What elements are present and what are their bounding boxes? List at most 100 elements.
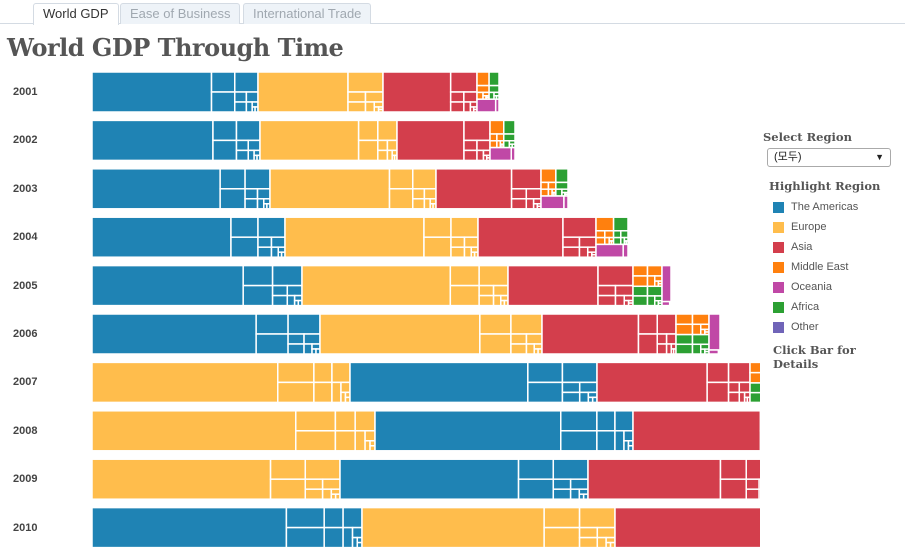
bar-segment-europe[interactable] <box>269 478 307 500</box>
bar-segment-europe[interactable] <box>412 188 426 200</box>
bar-segment-europe[interactable] <box>331 361 351 384</box>
bar-segment-middle-east[interactable] <box>675 323 694 336</box>
bar-segment-asia[interactable] <box>463 101 472 113</box>
bar-segment-europe[interactable] <box>269 168 391 210</box>
bar-segment-middle-east[interactable] <box>540 168 557 184</box>
bar-segment-middle-east[interactable] <box>691 323 702 336</box>
bar-segment-asia[interactable] <box>510 198 528 210</box>
bar-segment-middle-east[interactable] <box>540 188 550 197</box>
bar-segment-the-americas[interactable] <box>234 71 259 93</box>
bar-segment-the-americas[interactable] <box>271 284 289 297</box>
bar-segment-asia[interactable] <box>477 216 564 258</box>
bar-segment-oceania[interactable] <box>708 349 720 355</box>
bar-segment-the-americas[interactable] <box>234 91 248 103</box>
bar-segment-europe[interactable] <box>361 506 545 549</box>
bar-segment-the-americas[interactable] <box>247 149 255 162</box>
bar-segment-europe[interactable] <box>478 284 495 297</box>
bar-segment-europe[interactable] <box>578 536 599 549</box>
bar-segment-the-americas[interactable] <box>256 198 265 210</box>
bar-segment-the-americas[interactable] <box>270 236 286 248</box>
bar-segment-the-americas[interactable] <box>561 381 581 394</box>
bar-segment-middle-east[interactable] <box>476 84 490 94</box>
bar-segment-the-americas[interactable] <box>244 188 259 200</box>
bar-segment-the-americas[interactable] <box>255 333 289 355</box>
bar-segment-the-americas[interactable] <box>349 361 529 404</box>
bar-segment-europe[interactable] <box>347 101 367 113</box>
bar-segment-europe[interactable] <box>284 216 425 258</box>
bar-segment-africa[interactable] <box>488 84 500 94</box>
legend-item-middle-east[interactable]: Middle East <box>773 257 903 277</box>
bar-segment-europe[interactable] <box>510 333 528 345</box>
bar-segment-europe[interactable] <box>295 430 337 452</box>
bar-segment-the-americas[interactable] <box>235 119 261 142</box>
bar-segment-europe[interactable] <box>423 198 431 210</box>
bar-segment-middle-east[interactable] <box>675 313 694 326</box>
bar-segment-asia[interactable] <box>541 313 640 355</box>
bar-segment-asia[interactable] <box>562 236 581 248</box>
bar-segment-the-americas[interactable] <box>527 381 564 404</box>
bar-segment-europe[interactable] <box>357 139 379 162</box>
bar-segment-middle-east[interactable] <box>749 371 760 384</box>
bar-segment-the-americas[interactable] <box>255 313 289 335</box>
bar-segment-europe[interactable] <box>449 264 480 287</box>
bar-segment-europe[interactable] <box>347 91 367 103</box>
legend-item-asia[interactable]: Asia <box>773 237 903 257</box>
bar-segment-europe[interactable] <box>347 71 384 93</box>
bar-segment-asia[interactable] <box>476 139 491 152</box>
bar-segment-asia[interactable] <box>656 343 668 355</box>
bar-segment-oceania[interactable] <box>595 243 624 258</box>
bar-segment-europe[interactable] <box>91 458 272 500</box>
bar-segment-the-americas[interactable] <box>210 91 236 113</box>
bar-segment-middle-east[interactable] <box>476 71 490 87</box>
bar-segment-the-americas[interactable] <box>623 430 634 442</box>
bar-segment-asia[interactable] <box>727 381 741 394</box>
legend-item-africa[interactable]: Africa <box>773 297 903 317</box>
bar-segment-the-americas[interactable] <box>286 284 303 297</box>
bar-segment-the-americas[interactable] <box>527 361 564 384</box>
bar-segment-the-americas[interactable] <box>242 284 274 307</box>
bar-segment-middle-east[interactable] <box>489 119 505 135</box>
bar-segment-asia[interactable] <box>463 119 491 142</box>
bar-segment-europe[interactable] <box>578 506 616 529</box>
bar-segment-asia[interactable] <box>738 391 746 404</box>
bar-segment-the-americas[interactable] <box>245 101 253 113</box>
bar-segment-europe[interactable] <box>510 343 528 355</box>
bar-segment-europe[interactable] <box>354 430 366 452</box>
bar-segment-europe[interactable] <box>450 236 466 248</box>
bar-segment-middle-east[interactable] <box>489 133 498 142</box>
bar-segment-middle-east[interactable] <box>700 323 710 331</box>
bar-segment-asia[interactable] <box>578 236 597 248</box>
bar-segment-asia[interactable] <box>449 91 465 103</box>
bar-segment-the-americas[interactable] <box>230 216 259 238</box>
bar-segment-europe[interactable] <box>331 381 342 404</box>
bar-segment-the-americas[interactable] <box>517 478 555 500</box>
gdp-chart[interactable] <box>0 0 760 555</box>
bar-segment-asia[interactable] <box>435 168 513 210</box>
bar-segment-europe[interactable] <box>478 264 509 287</box>
bar-segment-asia[interactable] <box>637 333 658 355</box>
bar-segment-asia[interactable] <box>614 506 760 549</box>
bar-segment-asia[interactable] <box>562 246 581 258</box>
bar-segment-europe[interactable] <box>525 333 543 345</box>
bar-segment-africa[interactable] <box>632 285 649 297</box>
bar-segment-asia[interactable] <box>449 101 465 113</box>
bar-segment-europe[interactable] <box>304 488 324 500</box>
bar-segment-asia[interactable] <box>706 381 730 404</box>
bar-segment-europe[interactable] <box>364 430 376 442</box>
bar-segment-the-americas[interactable] <box>552 458 589 480</box>
bar-segment-asia[interactable] <box>463 149 478 162</box>
bar-segment-the-americas[interactable] <box>235 139 249 152</box>
bar-segment-africa[interactable] <box>555 188 563 197</box>
bar-segment-the-americas[interactable] <box>561 391 581 404</box>
bar-segment-asia[interactable] <box>597 284 617 297</box>
bar-segment-asia[interactable] <box>587 458 722 500</box>
bar-segment-asia[interactable] <box>738 381 751 394</box>
bar-segment-the-americas[interactable] <box>230 236 259 258</box>
bar-segment-europe[interactable] <box>321 478 341 490</box>
bar-segment-middle-east[interactable] <box>595 236 606 246</box>
bar-segment-the-americas[interactable] <box>287 333 305 345</box>
bar-segment-africa[interactable] <box>646 285 663 297</box>
bar-segment-the-americas[interactable] <box>342 506 363 529</box>
bar-segment-oceania[interactable] <box>708 313 721 351</box>
bar-segment-africa[interactable] <box>632 295 649 307</box>
